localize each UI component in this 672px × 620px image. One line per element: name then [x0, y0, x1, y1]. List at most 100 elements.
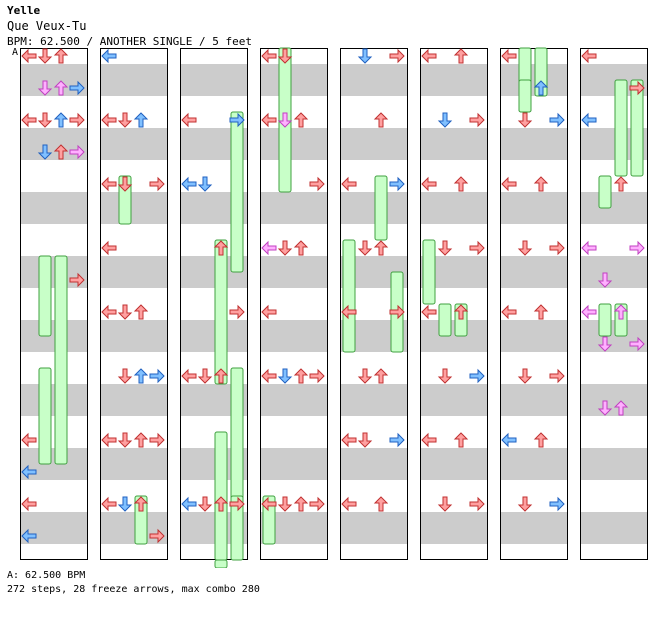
- arrow-down-icon: [277, 368, 293, 384]
- arrow-down-icon: [357, 48, 373, 64]
- arrow-right-icon: [149, 368, 165, 384]
- stripe: [20, 400, 88, 416]
- arrow-up-icon: [133, 368, 149, 384]
- stripe: [100, 64, 168, 80]
- stripe: [420, 272, 488, 288]
- arrow-right-icon: [229, 496, 245, 512]
- stripe: [100, 256, 168, 272]
- stripe: [420, 528, 488, 544]
- stripe: [500, 128, 568, 144]
- stripe: [260, 320, 328, 336]
- arrow-left-icon: [421, 176, 437, 192]
- stripe: [260, 528, 328, 544]
- stripe: [100, 336, 168, 352]
- arrow-down-icon: [357, 432, 373, 448]
- arrow-up-icon: [213, 240, 229, 256]
- arrow-left-icon: [261, 496, 277, 512]
- arrow-left-icon: [101, 176, 117, 192]
- stripe: [580, 192, 648, 208]
- arrow-down-icon: [117, 112, 133, 128]
- stripe: [20, 144, 88, 160]
- step-chart: [20, 47, 648, 568]
- arrow-right-icon: [389, 48, 405, 64]
- stripe: [580, 336, 648, 352]
- stripe: [340, 256, 408, 272]
- artist-name: Yelle: [7, 4, 41, 17]
- arrow-up-icon: [453, 48, 469, 64]
- arrow-down-icon: [437, 368, 453, 384]
- stripe: [340, 128, 408, 144]
- arrow-down-icon: [517, 240, 533, 256]
- arrow-right-icon: [389, 304, 405, 320]
- arrow-left-icon: [101, 112, 117, 128]
- stripe: [500, 144, 568, 160]
- stripe: [420, 320, 488, 336]
- freeze-arrow: [230, 111, 244, 273]
- arrow-right-icon: [149, 432, 165, 448]
- stripe: [580, 448, 648, 464]
- arrow-right-icon: [149, 528, 165, 544]
- arrow-down-icon: [517, 368, 533, 384]
- arrow-left-icon: [501, 176, 517, 192]
- stripe: [420, 512, 488, 528]
- stripe: [500, 512, 568, 528]
- arrow-up-icon: [213, 368, 229, 384]
- freeze-arrow: [438, 303, 452, 337]
- freeze-arrow: [374, 175, 388, 241]
- stripe: [420, 208, 488, 224]
- stripe: [100, 464, 168, 480]
- stripe: [100, 320, 168, 336]
- stripe: [500, 528, 568, 544]
- stripe: [20, 336, 88, 352]
- arrow-up-icon: [453, 432, 469, 448]
- arrow-left-icon: [341, 176, 357, 192]
- arrow-right-icon: [629, 240, 645, 256]
- arrow-down-icon: [117, 304, 133, 320]
- arrow-up-icon: [533, 432, 549, 448]
- arrow-right-icon: [629, 80, 645, 96]
- segment-label: A: [12, 47, 19, 58]
- stripe: [260, 256, 328, 272]
- stripe: [20, 448, 88, 464]
- stripe: [420, 400, 488, 416]
- stripe: [20, 80, 88, 96]
- stripe: [100, 400, 168, 416]
- arrow-left-icon: [581, 240, 597, 256]
- column-border: [260, 48, 328, 560]
- arrow-right-icon: [69, 144, 85, 160]
- stripe: [580, 464, 648, 480]
- arrow-up-icon: [133, 432, 149, 448]
- arrow-up-icon: [453, 176, 469, 192]
- stats-footer: 272 steps, 28 freeze arrows, max combo 2…: [7, 584, 260, 595]
- arrow-left-icon: [421, 432, 437, 448]
- bpm-footer: A: 62.500 BPM: [7, 570, 86, 581]
- arrow-left-icon: [581, 48, 597, 64]
- freeze-arrow: [342, 239, 356, 353]
- stripe: [100, 192, 168, 208]
- arrow-down-icon: [437, 496, 453, 512]
- arrow-down-icon: [117, 432, 133, 448]
- arrow-right-icon: [469, 112, 485, 128]
- freeze-arrow: [38, 255, 52, 337]
- stripe: [580, 320, 648, 336]
- freeze-arrow: [134, 495, 148, 545]
- stripe: [20, 208, 88, 224]
- freeze-arrow: [598, 175, 612, 209]
- arrow-down-icon: [117, 496, 133, 512]
- stripe: [20, 192, 88, 208]
- arrow-left-icon: [21, 528, 37, 544]
- arrow-left-icon: [421, 48, 437, 64]
- arrow-left-icon: [181, 368, 197, 384]
- stripe: [500, 256, 568, 272]
- freeze-arrow: [214, 559, 228, 568]
- arrow-up-icon: [213, 496, 229, 512]
- stripe: [340, 464, 408, 480]
- arrow-up-icon: [53, 48, 69, 64]
- arrow-up-icon: [293, 112, 309, 128]
- arrow-up-icon: [373, 368, 389, 384]
- stripe: [100, 80, 168, 96]
- column-border: [580, 48, 648, 560]
- stripe: [180, 272, 248, 288]
- arrow-left-icon: [261, 368, 277, 384]
- arrow-down-icon: [437, 112, 453, 128]
